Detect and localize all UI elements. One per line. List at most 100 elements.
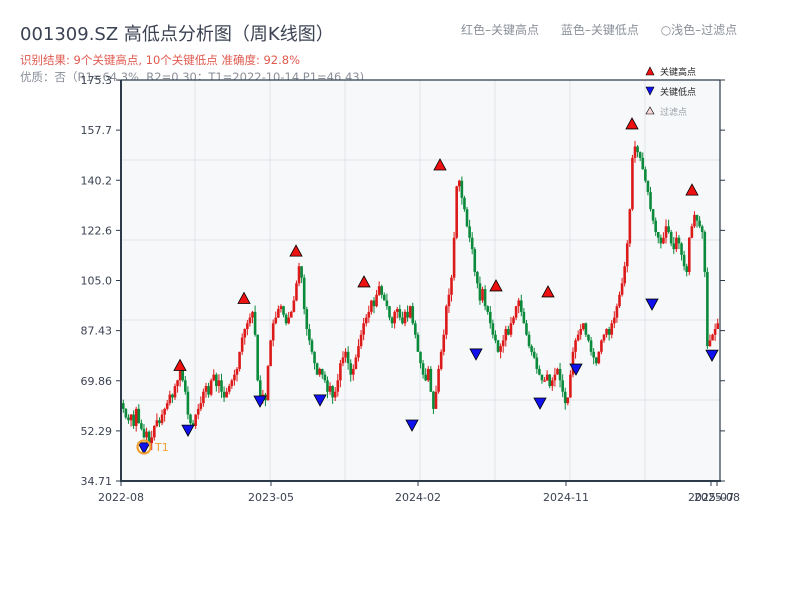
candle-up <box>202 391 205 404</box>
candle-down <box>587 334 590 341</box>
candle-down <box>419 351 422 364</box>
candle-up <box>576 334 580 341</box>
candle-up <box>271 323 275 341</box>
candle-up <box>377 286 381 295</box>
candle-up <box>664 226 668 238</box>
candle-up <box>711 334 714 341</box>
candle-down <box>398 309 402 318</box>
candle-down <box>331 386 334 398</box>
candle-up <box>545 374 549 381</box>
candle-up <box>408 306 412 318</box>
candle-down <box>607 329 611 335</box>
candle-down <box>478 283 482 301</box>
candle-up <box>359 334 363 347</box>
key-low-marker-icon <box>313 394 327 407</box>
candle-down <box>672 243 676 250</box>
candle-down <box>416 334 420 352</box>
candle-up <box>362 323 365 335</box>
candle-up <box>437 368 440 392</box>
candle-down <box>651 209 655 221</box>
candle-down <box>695 214 699 221</box>
candle-up <box>155 420 159 426</box>
color-legend-high: 红色–关键高点 <box>461 23 540 37</box>
candle-down <box>540 374 544 381</box>
candle-up <box>212 374 216 381</box>
candle-down <box>636 146 639 153</box>
candle-down <box>473 249 477 272</box>
candle-down <box>349 363 353 375</box>
candle-down <box>284 314 288 324</box>
candle-down <box>401 317 404 324</box>
candle-down <box>548 374 552 387</box>
key-low-legend-icon <box>645 86 655 96</box>
candle-down <box>507 329 510 335</box>
y-tick-label: 122.6 <box>81 224 113 237</box>
y-tick-label: 52.29 <box>81 425 113 438</box>
candle-down <box>535 357 539 369</box>
key-high-marker-icon <box>173 358 187 371</box>
candle-up <box>602 334 606 341</box>
candle-up <box>426 368 430 381</box>
candle-down <box>390 317 394 324</box>
candle-up <box>442 334 446 352</box>
candle-down <box>222 391 226 398</box>
candle-down <box>186 391 190 415</box>
candle-down <box>644 169 647 181</box>
key-high-legend-icon <box>645 66 655 76</box>
candle-up <box>600 340 603 352</box>
candle-down <box>538 368 541 375</box>
result-summary: 识别结果: 9个关键高点, 10个关键低点 准确度: 92.8% <box>20 53 301 67</box>
key-low-marker-icon <box>533 397 547 410</box>
candle-up <box>230 380 234 387</box>
candle-up <box>225 391 228 398</box>
x-axis: 2022-08 2023-05 2024-02 2024-11 2025-072025-… <box>98 481 740 504</box>
candle-up <box>613 317 616 324</box>
candle-down <box>700 226 704 233</box>
legend-filtered: 过滤点 <box>660 106 687 118</box>
candle-down <box>667 226 670 233</box>
candle-up <box>514 306 518 318</box>
key-high-marker-icon <box>357 275 371 288</box>
candle-down <box>315 363 319 375</box>
candle-up <box>623 266 626 284</box>
candle-up <box>566 397 570 404</box>
candle-up <box>499 346 502 352</box>
candle-up <box>274 317 278 324</box>
candle-down <box>142 428 146 438</box>
candle-up <box>287 317 290 324</box>
candle-up <box>625 243 629 267</box>
candle-down <box>189 414 192 424</box>
candle-up <box>240 337 244 352</box>
candle-up <box>295 283 298 301</box>
x-tick-label: 2022-08 <box>98 491 144 504</box>
candle-up <box>266 366 270 401</box>
candle-up <box>150 437 154 444</box>
legend-key-high: 关键高点 <box>660 66 696 78</box>
legend-key-low: 关键低点 <box>660 86 696 98</box>
candle-down <box>470 237 474 250</box>
key-high-marker-icon <box>625 117 639 130</box>
candle-up <box>693 214 696 227</box>
candle-down <box>659 237 663 244</box>
key-high-marker-icon <box>685 183 699 196</box>
candle-down <box>486 306 489 312</box>
key-low-marker-icon <box>405 419 419 432</box>
candle-up <box>509 323 513 335</box>
candle-up <box>238 351 241 369</box>
candle-down <box>414 323 417 335</box>
candle-down <box>677 237 681 244</box>
candle-up <box>447 294 451 307</box>
candle-down <box>207 386 210 395</box>
candle-down <box>385 300 389 307</box>
candle-up <box>292 300 296 312</box>
candle-down <box>300 266 303 278</box>
color-legend-low: 蓝色–关键低点 <box>560 23 639 37</box>
candle-down <box>532 351 536 358</box>
x-tick-label: 2023-05 <box>248 491 294 504</box>
candle-down <box>527 334 531 347</box>
candle-down <box>682 254 686 267</box>
candle-up <box>134 408 138 426</box>
t1-circle-icon <box>136 439 152 455</box>
key-low-marker-icon <box>137 442 151 455</box>
candle-down <box>488 311 492 324</box>
